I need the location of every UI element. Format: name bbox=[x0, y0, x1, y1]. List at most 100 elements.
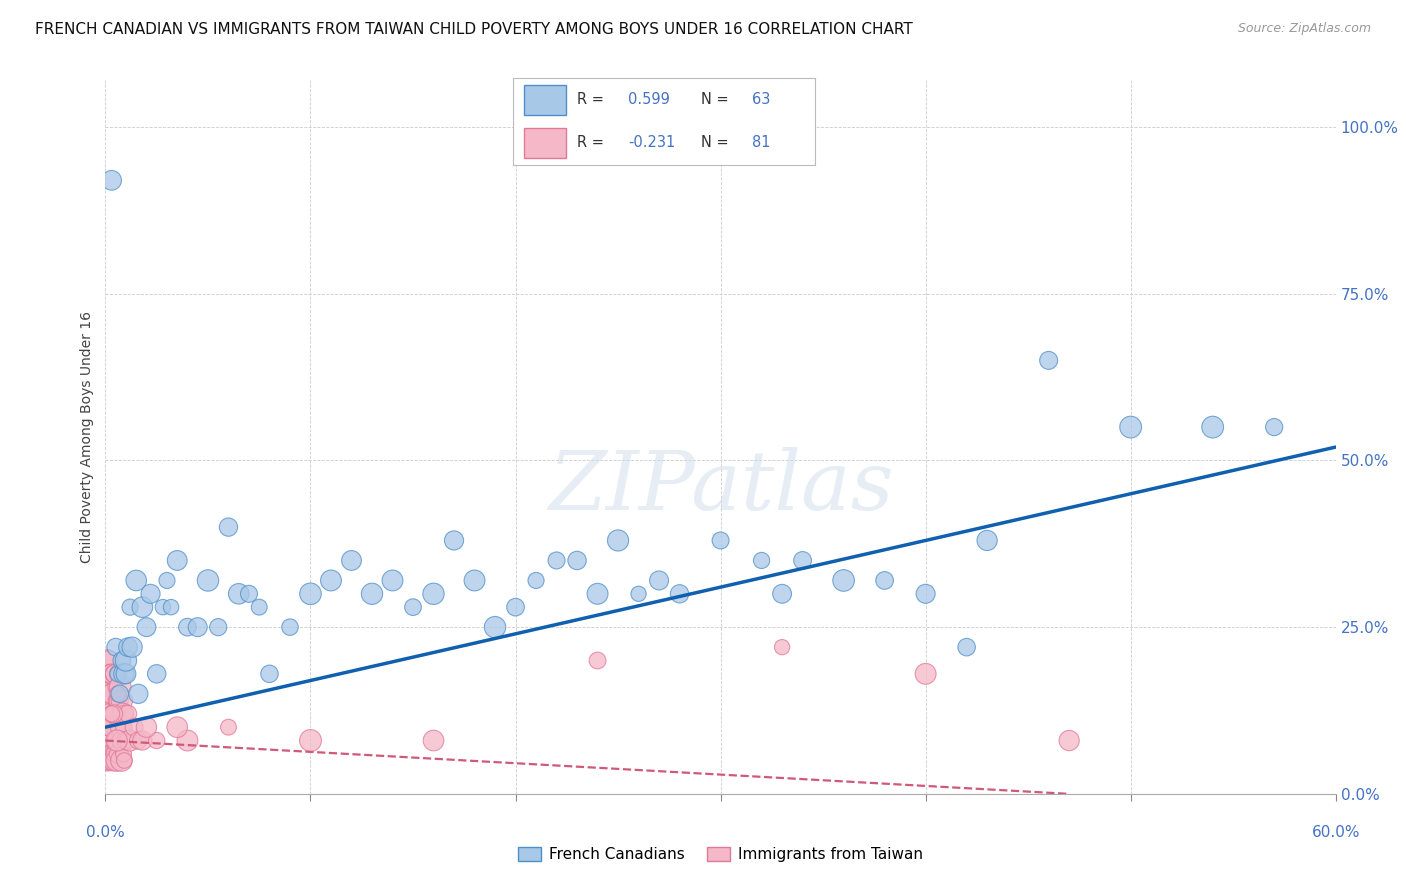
Point bbox=[100, 720, 122, 734]
Point bbox=[145, 733, 167, 747]
Point bbox=[546, 553, 568, 567]
Point bbox=[139, 587, 162, 601]
Point bbox=[751, 553, 773, 567]
Point bbox=[422, 587, 444, 601]
Point bbox=[110, 680, 132, 694]
Point bbox=[108, 687, 131, 701]
Point bbox=[127, 687, 149, 701]
Point bbox=[160, 600, 183, 615]
Point bbox=[166, 720, 188, 734]
Point bbox=[156, 574, 179, 588]
Point bbox=[422, 733, 444, 747]
Text: N =: N = bbox=[700, 93, 728, 107]
Point bbox=[299, 733, 322, 747]
Point bbox=[135, 620, 157, 634]
Point bbox=[120, 733, 141, 747]
Text: -0.231: -0.231 bbox=[628, 136, 675, 150]
Point bbox=[97, 733, 120, 747]
Point bbox=[228, 587, 250, 601]
Text: R =: R = bbox=[576, 93, 603, 107]
Point bbox=[565, 553, 588, 567]
Point bbox=[110, 754, 132, 768]
Point bbox=[914, 587, 936, 601]
Point bbox=[111, 706, 134, 721]
Point bbox=[218, 720, 240, 734]
Point bbox=[648, 574, 671, 588]
Point bbox=[115, 733, 138, 747]
Point bbox=[97, 666, 120, 681]
Point bbox=[112, 720, 135, 734]
Point bbox=[100, 666, 122, 681]
Point bbox=[100, 173, 122, 187]
Point bbox=[96, 720, 118, 734]
FancyBboxPatch shape bbox=[524, 85, 567, 115]
Point bbox=[104, 733, 127, 747]
Point bbox=[197, 574, 219, 588]
Point bbox=[96, 653, 118, 667]
Point bbox=[100, 687, 122, 701]
Point bbox=[1119, 420, 1142, 434]
Legend: French Canadians, Immigrants from Taiwan: French Canadians, Immigrants from Taiwan bbox=[512, 841, 929, 868]
Point bbox=[114, 706, 136, 721]
Text: R =: R = bbox=[576, 136, 603, 150]
Point bbox=[100, 747, 122, 761]
Point bbox=[107, 693, 129, 707]
Point bbox=[104, 706, 127, 721]
Point bbox=[135, 720, 157, 734]
Point bbox=[111, 653, 134, 667]
Point bbox=[402, 600, 425, 615]
Point bbox=[105, 754, 128, 768]
Point bbox=[792, 553, 814, 567]
Point bbox=[107, 687, 129, 701]
Point bbox=[97, 754, 120, 768]
Point bbox=[104, 706, 127, 721]
Point bbox=[710, 533, 733, 548]
Point bbox=[107, 733, 129, 747]
Text: ZIPatlas: ZIPatlas bbox=[548, 447, 893, 527]
Point bbox=[131, 733, 153, 747]
Point bbox=[101, 706, 124, 721]
Point bbox=[105, 733, 128, 747]
Point bbox=[668, 587, 690, 601]
Text: FRENCH CANADIAN VS IMMIGRANTS FROM TAIWAN CHILD POVERTY AMONG BOYS UNDER 16 CORR: FRENCH CANADIAN VS IMMIGRANTS FROM TAIWA… bbox=[35, 22, 912, 37]
Point bbox=[319, 574, 342, 588]
Text: N =: N = bbox=[700, 136, 728, 150]
Point bbox=[101, 747, 124, 761]
Point bbox=[152, 600, 174, 615]
Point bbox=[218, 520, 240, 534]
Point bbox=[122, 720, 145, 734]
Point bbox=[207, 620, 229, 634]
Point bbox=[117, 706, 139, 721]
Point bbox=[97, 653, 120, 667]
Point bbox=[112, 747, 135, 761]
Point bbox=[238, 587, 260, 601]
Point bbox=[110, 720, 132, 734]
Point bbox=[105, 693, 128, 707]
Text: Source: ZipAtlas.com: Source: ZipAtlas.com bbox=[1237, 22, 1371, 36]
Point bbox=[117, 640, 139, 655]
Point bbox=[98, 687, 121, 701]
Point bbox=[104, 680, 127, 694]
Text: 0.599: 0.599 bbox=[628, 93, 669, 107]
Point bbox=[96, 706, 118, 721]
Text: 0.0%: 0.0% bbox=[86, 825, 125, 840]
Point bbox=[107, 747, 129, 761]
Point bbox=[278, 620, 301, 634]
Point bbox=[443, 533, 465, 548]
Point bbox=[112, 666, 135, 681]
Point bbox=[166, 553, 188, 567]
Point bbox=[873, 574, 896, 588]
Point bbox=[770, 640, 793, 655]
Point bbox=[586, 653, 609, 667]
Point bbox=[94, 754, 117, 768]
Point bbox=[956, 640, 979, 655]
Point bbox=[127, 733, 149, 747]
Point bbox=[115, 666, 138, 681]
Point bbox=[145, 666, 167, 681]
Point bbox=[524, 574, 547, 588]
Point bbox=[103, 666, 125, 681]
Point bbox=[98, 706, 121, 721]
Point bbox=[96, 693, 118, 707]
Point bbox=[187, 620, 209, 634]
Point bbox=[1263, 420, 1285, 434]
